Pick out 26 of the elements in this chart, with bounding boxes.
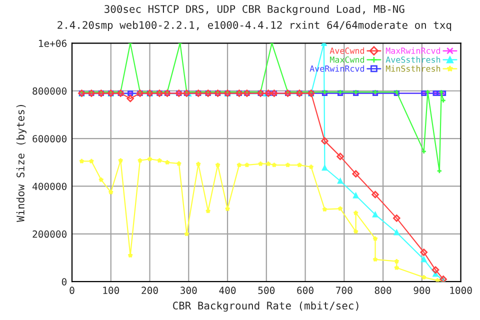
x-tick-label: 200 xyxy=(142,286,158,294)
y-tick-label: 1e+06 xyxy=(39,40,67,48)
legend-label: MaxRwinRcvd xyxy=(386,47,440,54)
chart-title: 300sec HSTCP DRS, UDP CBR Background Load, MB-NG xyxy=(104,4,404,16)
y-tick-label: 200000 xyxy=(32,230,67,238)
x-tick-label: 1000 xyxy=(450,286,472,294)
x-tick-label: 400 xyxy=(219,286,236,294)
x-tick-label: 800 xyxy=(374,286,392,294)
legend-label: MinSsthresh xyxy=(386,65,440,72)
legend-label: AveCwnd xyxy=(330,47,364,54)
y-axis-title: Window Size (bytes) xyxy=(16,104,26,222)
x-tick-label: 600 xyxy=(297,286,314,294)
y-tick-label: 0 xyxy=(62,278,67,286)
x-tick-label: 0 xyxy=(70,286,74,294)
legend-label: MaxCwnd xyxy=(330,56,364,63)
x-axis-title: CBR Background Rate (mbit/sec) xyxy=(173,301,358,312)
x-tick-label: 700 xyxy=(336,286,352,294)
y-tick-label: 400000 xyxy=(32,182,67,190)
x-tick-label: 100 xyxy=(103,286,120,294)
x-tick-label: 500 xyxy=(258,286,275,294)
y-tick-label: 800000 xyxy=(32,87,67,95)
chart-subtitle: 2.4.20smp web100-2.2.1, e1000-4.4.12 rxint 64/64moderate on txq xyxy=(58,20,452,31)
x-tick-label: 900 xyxy=(414,286,430,294)
y-tick-label: 600000 xyxy=(32,135,67,142)
x-tick-label: 300 xyxy=(180,286,197,294)
legend-label: AveSsthresh xyxy=(386,56,440,63)
